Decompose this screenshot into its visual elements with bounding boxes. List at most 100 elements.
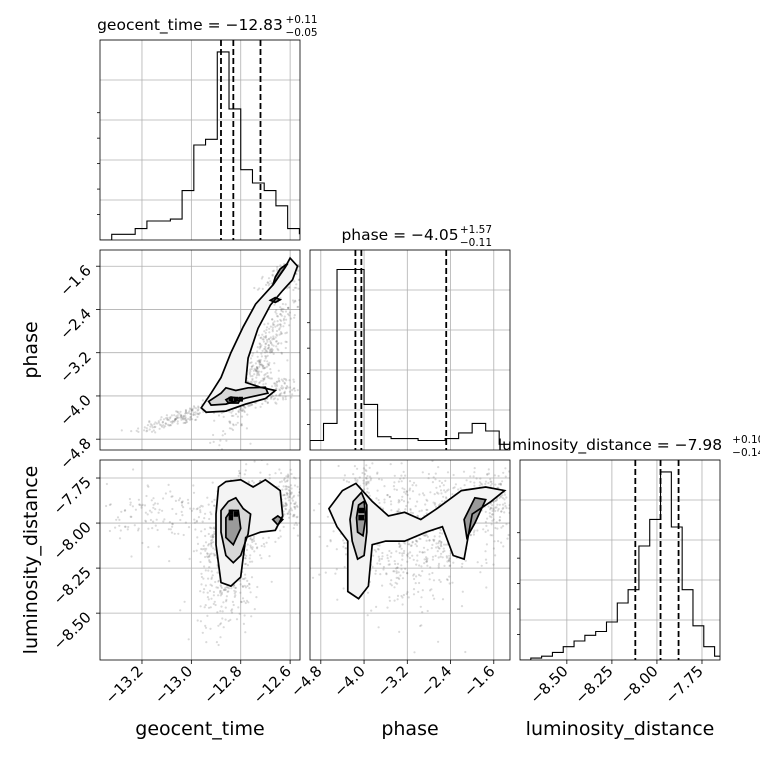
- scatter-point: [367, 491, 370, 494]
- scatter-point: [486, 472, 489, 476]
- scatter-point: [211, 469, 213, 471]
- scatter-point: [448, 575, 451, 578]
- scatter-point: [431, 594, 435, 597]
- scatter-point: [317, 257, 319, 259]
- scatter-point: [152, 506, 155, 509]
- scatter-point: [443, 489, 446, 492]
- scatter-point: [406, 560, 409, 563]
- scatter-point: [268, 327, 271, 330]
- scatter-point: [414, 539, 418, 542]
- scatter-point: [158, 427, 161, 430]
- scatter-point: [396, 582, 399, 585]
- scatter-point: [284, 303, 287, 306]
- scatter-point: [290, 492, 293, 495]
- scatter-point: [262, 379, 265, 382]
- scatter-point: [386, 494, 389, 497]
- scatter-point: [495, 506, 498, 509]
- scatter-point: [406, 555, 409, 558]
- scatter-point: [437, 556, 440, 559]
- scatter-point: [396, 598, 399, 601]
- scatter-point: [284, 340, 287, 343]
- scatter-point: [227, 619, 230, 623]
- scatter-point: [184, 414, 187, 418]
- scatter-point: [260, 370, 263, 373]
- scatter-point: [449, 552, 452, 555]
- x-tick-label: −7.75: [662, 662, 707, 707]
- scatter-point: [109, 503, 112, 506]
- scatter-point: [503, 493, 507, 496]
- scatter-point: [271, 323, 275, 326]
- scatter-point: [240, 600, 243, 604]
- scatter-point: [295, 516, 298, 519]
- scatter-point: [267, 375, 270, 378]
- scatter-point: [414, 505, 417, 508]
- scatter-point: [173, 414, 176, 417]
- scatter-point: [269, 377, 272, 380]
- scatter-point: [269, 280, 272, 283]
- scatter-point: [491, 509, 494, 513]
- scatter-point: [210, 570, 213, 573]
- scatter-point: [388, 599, 391, 602]
- scatter-point: [264, 336, 267, 339]
- scatter-point: [266, 401, 269, 405]
- scatter-point: [229, 420, 232, 423]
- scatter-point: [164, 417, 167, 420]
- scatter-point: [432, 501, 435, 504]
- scatter-point: [180, 413, 183, 416]
- scatter-point: [251, 546, 254, 549]
- scatter-point: [180, 501, 183, 504]
- scatter-point: [426, 564, 429, 567]
- scatter-point: [195, 519, 198, 522]
- density-peak-1: [233, 396, 239, 402]
- scatter-point: [212, 541, 215, 544]
- scatter-point: [133, 524, 136, 527]
- scatter-point: [127, 525, 130, 529]
- scatter-point: [185, 411, 188, 414]
- scatter-point: [439, 580, 442, 584]
- scatter-point: [489, 534, 492, 537]
- scatter-point: [261, 367, 265, 370]
- scatter-point: [205, 641, 208, 644]
- scatter-point: [279, 394, 282, 397]
- scatter-point: [151, 527, 154, 530]
- scatter-point: [290, 509, 294, 512]
- scatter-point: [400, 594, 403, 598]
- scatter-point: [295, 286, 298, 289]
- scatter-point: [164, 425, 167, 428]
- scatter-point: [251, 403, 254, 406]
- scatter-point: [499, 482, 502, 485]
- scatter-point: [211, 534, 214, 537]
- scatter-point: [278, 468, 281, 471]
- scatter-point: [267, 376, 270, 379]
- scatter-point: [250, 538, 253, 542]
- scatter-point: [501, 507, 504, 510]
- scatter-point: [262, 364, 265, 367]
- scatter-point: [398, 630, 401, 634]
- scatter-point: [295, 272, 298, 276]
- scatter-point: [259, 345, 262, 348]
- scatter-point: [279, 323, 282, 326]
- scatter-point: [213, 600, 216, 603]
- scatter-point: [389, 555, 392, 558]
- scatter-point: [366, 480, 369, 483]
- scatter-point: [278, 389, 281, 392]
- scatter-point: [494, 506, 497, 509]
- scatter-point: [291, 389, 294, 392]
- scatter-point: [407, 501, 410, 504]
- scatter-point: [217, 579, 220, 582]
- scatter-point: [504, 505, 507, 508]
- scatter-point: [303, 289, 305, 291]
- scatter-point: [256, 367, 259, 370]
- scatter-point: [174, 418, 177, 421]
- scatter-point: [212, 504, 216, 507]
- scatter-point: [446, 489, 449, 492]
- scatter-point: [154, 524, 157, 527]
- scatter-point: [425, 508, 428, 511]
- scatter-point: [275, 381, 278, 384]
- scatter-point: [230, 414, 233, 417]
- scatter-point: [400, 480, 403, 483]
- scatter-point: [421, 570, 424, 573]
- scatter-point: [177, 416, 180, 419]
- scatter-point: [257, 360, 260, 363]
- scatter-point: [225, 439, 228, 442]
